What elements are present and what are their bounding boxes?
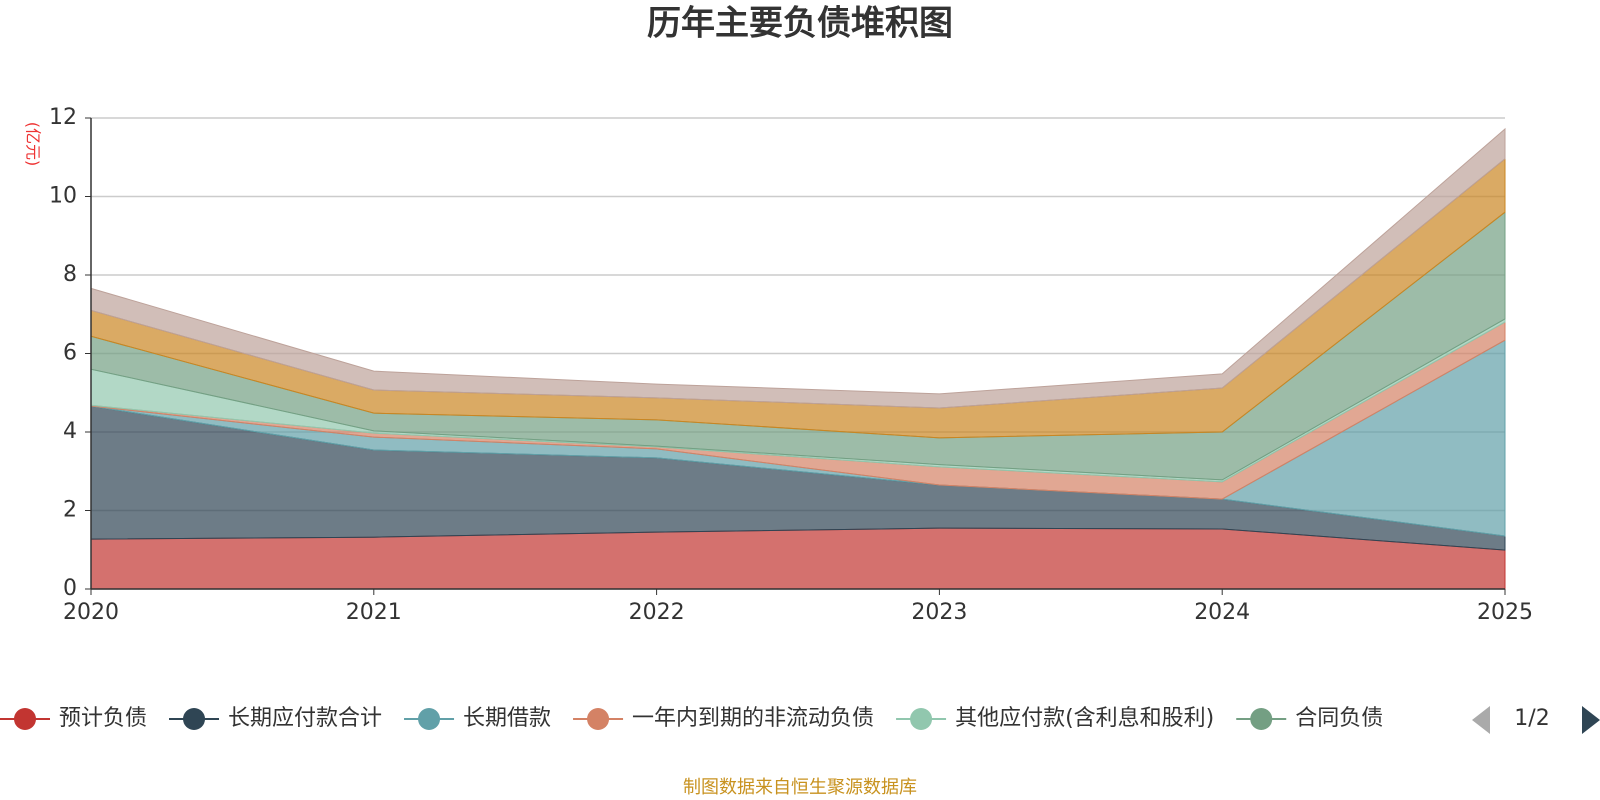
- y-tick-label: 0: [63, 576, 77, 601]
- legend-label: 一年内到期的非流动负债: [632, 706, 874, 731]
- x-tick-label: 2025: [1477, 600, 1533, 625]
- legend-marker: [1250, 708, 1273, 730]
- y-tick-label: 6: [63, 341, 77, 366]
- x-tick-label: 2021: [346, 600, 402, 625]
- x-tick-label: 2024: [1194, 600, 1250, 625]
- area: [90, 127, 1506, 409]
- y-tick-label: 4: [63, 419, 77, 444]
- chart-title: 历年主要负债堆积图: [647, 4, 953, 44]
- y-tick-label: 10: [49, 184, 77, 209]
- legend-next[interactable]: [1582, 706, 1600, 734]
- legend-label: 预计负债: [59, 706, 147, 731]
- legend-marker: [587, 708, 610, 730]
- legend-marker: [418, 708, 441, 730]
- y-unit: (亿元): [24, 122, 43, 167]
- x-tick-label: 2020: [63, 600, 119, 625]
- legend-label: 长期应付款合计: [228, 706, 382, 731]
- x-tick-label: 2022: [629, 600, 685, 625]
- legend-label: 长期借款: [463, 706, 551, 731]
- x-tick-label: 2023: [911, 600, 967, 625]
- legend-page: 1/2: [1514, 706, 1549, 731]
- legend-marker: [183, 708, 206, 730]
- legend-marker: [14, 708, 36, 730]
- y-tick-label: 2: [63, 498, 77, 523]
- legend-label: 其他应付款(含利息和股利): [955, 706, 1214, 731]
- y-tick-label: 8: [63, 262, 77, 287]
- y-tick-label: 12: [49, 105, 77, 130]
- plot-area: [90, 117, 1506, 590]
- source-note: 制图数据来自恒生聚源数据库: [683, 777, 917, 798]
- legend-prev[interactable]: [1472, 706, 1490, 734]
- legend-label: 合同负债: [1295, 706, 1383, 731]
- legend-marker: [910, 708, 933, 730]
